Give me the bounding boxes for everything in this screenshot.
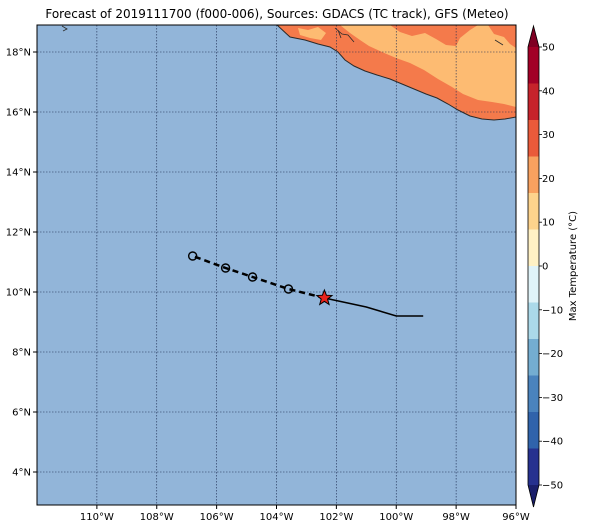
colorbar-segment bbox=[528, 83, 539, 120]
colorbar-segment bbox=[528, 266, 539, 303]
lon-tick-label: 100°W bbox=[379, 512, 413, 523]
colorbar-segment bbox=[528, 47, 539, 84]
colorbar-segment bbox=[528, 229, 539, 266]
colorbar-tick-label: −20 bbox=[542, 349, 563, 360]
colorbar-segment bbox=[528, 448, 539, 485]
figure-title: Forecast of 2019111700 (f000-006), Sourc… bbox=[45, 7, 508, 21]
forecast-point-marker bbox=[283, 284, 294, 294]
lon-tick-label: 96°W bbox=[502, 512, 530, 523]
forecast-track-line bbox=[192, 254, 325, 300]
temperature-colorbar: −50 −40 −30 −20 −10 0 10 20 30 40 50 bbox=[527, 24, 563, 508]
colorbar-segment bbox=[528, 193, 539, 230]
land-hot-region-coast bbox=[277, 25, 516, 120]
axis-ticks: 110°W 108°W 106°W 104°W 102°W 100°W 98°W 96°W 4°… bbox=[6, 48, 530, 524]
colorbar-tick-label: −40 bbox=[542, 437, 563, 448]
observed-track-line bbox=[324, 297, 424, 317]
lon-tick-label: 104°W bbox=[260, 512, 294, 523]
lat-tick-label: 12°N bbox=[6, 228, 31, 239]
lon-tick-label: 110°W bbox=[80, 512, 114, 523]
colorbar-tick-label: 20 bbox=[542, 174, 555, 185]
forecast-point-marker bbox=[247, 272, 258, 282]
lon-tick-label: 102°W bbox=[319, 512, 353, 523]
lat-tick-label: 8°N bbox=[12, 348, 31, 359]
lat-tick-label: 14°N bbox=[6, 168, 31, 179]
lat-tick-label: 18°N bbox=[6, 48, 31, 59]
colorbar-segment bbox=[528, 156, 539, 193]
colorbar-tick-label: 0 bbox=[542, 262, 548, 273]
island-west bbox=[61, 25, 68, 32]
land-hot-region-east bbox=[488, 25, 516, 48]
colorbar-segment bbox=[528, 302, 539, 339]
colorbar-tick-label: −30 bbox=[542, 393, 563, 404]
coastline bbox=[276, 25, 516, 121]
colorbar-extend-high bbox=[528, 26, 539, 47]
colorbar-tick-label: 30 bbox=[542, 130, 555, 141]
lon-tick-label: 98°W bbox=[442, 512, 470, 523]
colorbar-tick-label: 50 bbox=[542, 43, 555, 54]
lon-tick-label: 108°W bbox=[140, 512, 174, 523]
lat-tick-label: 10°N bbox=[6, 288, 31, 299]
colorbar-label: Max Temperature (°C) bbox=[568, 211, 579, 321]
colorbar-segment bbox=[528, 375, 539, 412]
graticule bbox=[37, 25, 516, 505]
lat-tick-label: 6°N bbox=[12, 408, 31, 419]
forecast-point-marker bbox=[187, 251, 198, 261]
colorbar-segment bbox=[528, 339, 539, 376]
colorbar-tick-label: 40 bbox=[542, 86, 555, 97]
current-position-star bbox=[315, 288, 334, 306]
colorbar-segment bbox=[528, 120, 539, 157]
colorbar-tick-label: 10 bbox=[542, 218, 555, 229]
land-warm-patch bbox=[298, 27, 326, 40]
lat-tick-label: 16°N bbox=[6, 108, 31, 119]
colorbar-extend-low bbox=[528, 485, 539, 507]
cyclone-track bbox=[187, 251, 424, 317]
colorbar-tick-label: −10 bbox=[542, 305, 563, 316]
map-panel: 110°W 108°W 106°W 104°W 102°W 100°W 98°W 96°W 4°… bbox=[6, 24, 530, 524]
colorbar-segment bbox=[528, 412, 539, 449]
lat-tick-label: 4°N bbox=[12, 468, 31, 479]
colorbar-tick-label: −50 bbox=[542, 481, 563, 492]
lon-tick-label: 106°W bbox=[200, 512, 234, 523]
state-border bbox=[334, 27, 504, 46]
forecast-point-marker bbox=[220, 263, 231, 273]
